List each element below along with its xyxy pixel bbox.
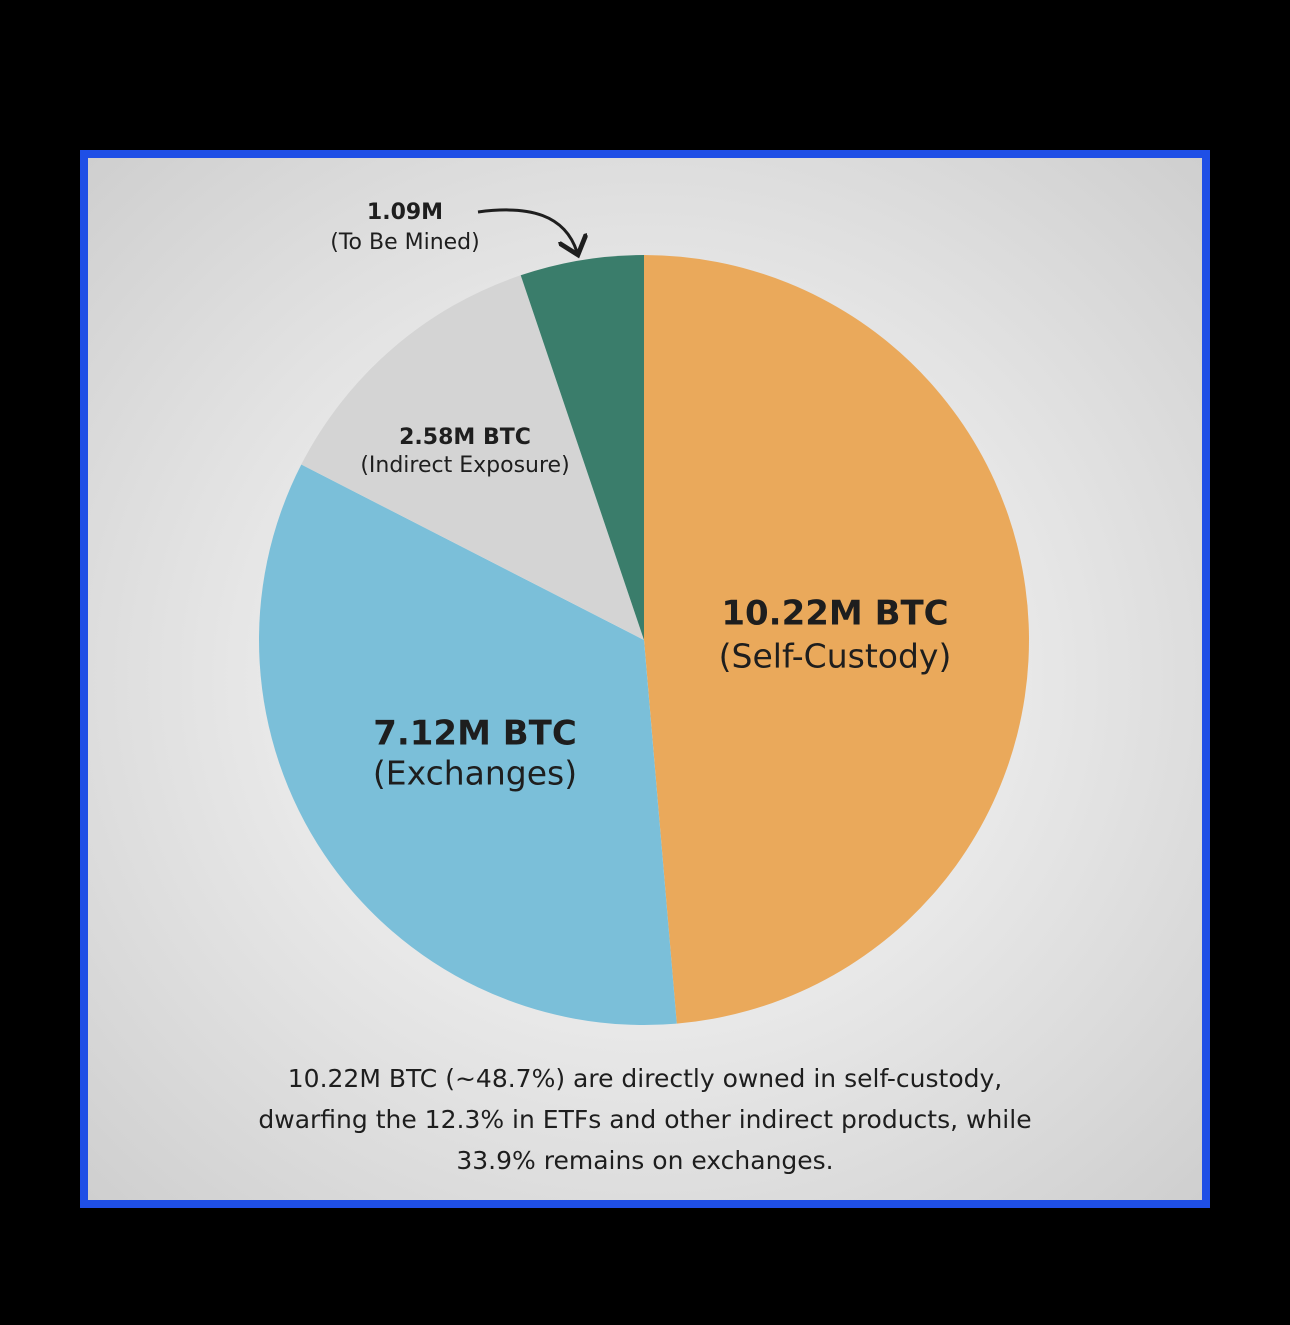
caption-line: dwarfing the 12.3% in ETFs and other ind… [258, 1105, 1031, 1134]
slice-category-label: (Indirect Exposure) [360, 453, 569, 478]
pie-slice [301, 275, 644, 640]
pie [258, 255, 1029, 1025]
slice-value-label: 2.58M BTC [399, 425, 531, 450]
slice-value-label: 10.22M BTC [721, 594, 948, 634]
slice-value-label: 1.09M [367, 200, 443, 225]
caption-line: 10.22M BTC (~48.7%) are directly owned i… [288, 1064, 1002, 1093]
caption-line: 33.9% remains on exchanges. [456, 1146, 833, 1175]
slice-value-label: 7.12M BTC [373, 714, 577, 754]
slice-category-label: (Self-Custody) [719, 637, 952, 676]
slice-category-label: (Exchanges) [373, 754, 577, 793]
arrow [477, 208, 577, 252]
pie-slice [644, 255, 1029, 1024]
pie-slice [520, 255, 644, 640]
slice-category-label: (To Be Mined) [330, 230, 479, 255]
pie-slice [258, 464, 677, 1025]
